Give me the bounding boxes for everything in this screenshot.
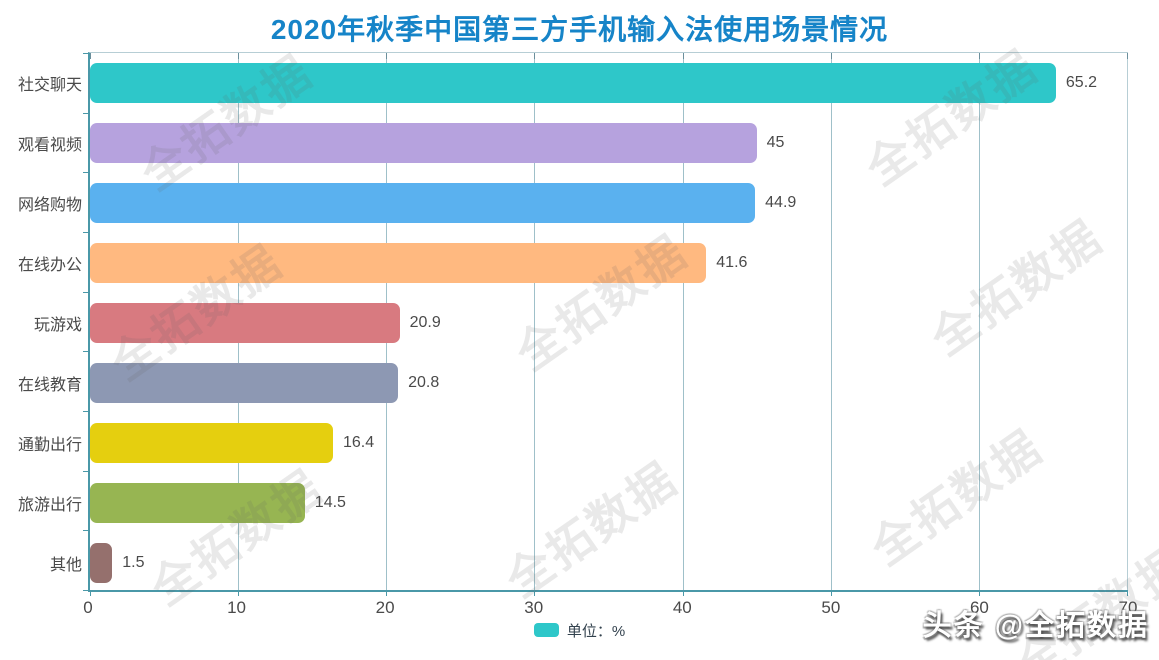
bar-value-label: 16.4 bbox=[342, 434, 375, 451]
axis-tick bbox=[90, 53, 91, 59]
chart-title: 2020年秋季中国第三方手机输入法使用场景情况 bbox=[270, 14, 889, 45]
axis-tick bbox=[83, 172, 89, 174]
axis-tick bbox=[830, 590, 832, 596]
category-label: 通勤出行 bbox=[17, 437, 82, 454]
category-label: 网络购物 bbox=[17, 197, 82, 214]
axis-tick bbox=[830, 53, 832, 59]
bar-value-label: 44.9 bbox=[765, 194, 797, 211]
x-tick-label: 10 bbox=[227, 598, 247, 617]
bar bbox=[90, 63, 1056, 103]
x-tick-label: 60 bbox=[969, 598, 989, 617]
bar-value-label: 65.2 bbox=[1065, 74, 1098, 91]
x-tick-label: 0 bbox=[83, 598, 93, 617]
category-label: 社交聊天 bbox=[17, 77, 82, 94]
bar-value-label: 20.8 bbox=[408, 374, 440, 391]
axis-tick bbox=[682, 590, 684, 596]
bar-value-label: 20.9 bbox=[409, 314, 441, 331]
category-label: 玩游戏 bbox=[33, 317, 82, 334]
category-label: 观看视频 bbox=[17, 137, 82, 154]
bar bbox=[90, 123, 757, 163]
credit-badge: 头条 @全拓数据 bbox=[922, 610, 1149, 642]
x-tick-label: 50 bbox=[821, 598, 841, 617]
bar-row: 网络购物 44.9 bbox=[18, 173, 1127, 233]
bar-value-label: 1.5 bbox=[122, 554, 145, 571]
axis-tick bbox=[238, 590, 240, 596]
bar-row: 通勤出行 16.4 bbox=[18, 413, 1127, 473]
axis-tick bbox=[83, 411, 89, 412]
bar bbox=[90, 423, 333, 463]
axis-tick bbox=[90, 590, 91, 596]
legend-label: 单位：% bbox=[566, 622, 626, 640]
axis-tick bbox=[83, 590, 89, 591]
grid-line bbox=[682, 53, 684, 590]
axis-tick bbox=[83, 291, 89, 293]
axis-tick bbox=[238, 53, 240, 59]
plot-area: 社交聊天 65.2 观看视频 45 网络购物 44.9 在线办公 41.6 玩游戏 20.9 在线教… bbox=[18, 52, 1128, 596]
bar bbox=[90, 303, 400, 343]
axis-tick bbox=[386, 590, 388, 596]
axis-tick bbox=[978, 590, 980, 596]
axis-tick bbox=[978, 53, 980, 59]
axis-tick bbox=[83, 470, 89, 472]
bar-row: 其他 1.5 bbox=[50, 533, 1127, 593]
axis-tick bbox=[682, 53, 684, 59]
bar-value-label: 45 bbox=[766, 134, 785, 151]
bar-row: 社交聊天 65.2 bbox=[18, 53, 1127, 113]
category-label: 旅游出行 bbox=[17, 497, 82, 514]
axis-tick bbox=[1127, 590, 1128, 596]
bar-value-label: 41.6 bbox=[716, 254, 748, 271]
category-label: 在线办公 bbox=[17, 257, 82, 274]
bar-value-label: 14.5 bbox=[314, 494, 346, 511]
grid-line bbox=[978, 53, 980, 590]
axis-tick bbox=[83, 530, 89, 532]
bar bbox=[90, 363, 399, 403]
bar-row: 旅游出行 14.5 bbox=[18, 473, 1127, 533]
grid-line bbox=[534, 53, 536, 590]
legend-swatch bbox=[533, 623, 559, 637]
bar-row: 在线办公 41.6 bbox=[18, 233, 1127, 293]
x-tick-label: 70 bbox=[1118, 598, 1138, 617]
category-label: 在线教育 bbox=[17, 377, 82, 394]
bar-row: 玩游戏 20.9 bbox=[34, 293, 1127, 353]
x-tick-label: 40 bbox=[672, 598, 692, 617]
x-tick-label: 20 bbox=[375, 598, 395, 617]
bar bbox=[90, 183, 756, 223]
bar-row: 观看视频 45 bbox=[18, 113, 1127, 173]
grid-line bbox=[830, 53, 832, 590]
axis-tick bbox=[83, 351, 89, 353]
legend: 单位：% bbox=[0, 618, 1159, 642]
bar bbox=[90, 243, 707, 283]
category-label: 其他 bbox=[49, 557, 82, 574]
axis-tick bbox=[83, 232, 89, 233]
axis-tick bbox=[83, 53, 89, 54]
x-axis-tick-labels: 0 10 20 30 40 50 60 70 bbox=[83, 598, 1137, 618]
axis-tick bbox=[386, 53, 388, 59]
axis-tick bbox=[534, 53, 536, 59]
bar bbox=[90, 483, 305, 523]
bar-row: 在线教育 20.8 bbox=[18, 353, 1127, 413]
axis-tick bbox=[534, 590, 536, 596]
axis-tick bbox=[1127, 53, 1128, 59]
axis-tick bbox=[83, 112, 89, 114]
x-tick-label: 30 bbox=[524, 598, 544, 617]
bar bbox=[90, 543, 113, 583]
